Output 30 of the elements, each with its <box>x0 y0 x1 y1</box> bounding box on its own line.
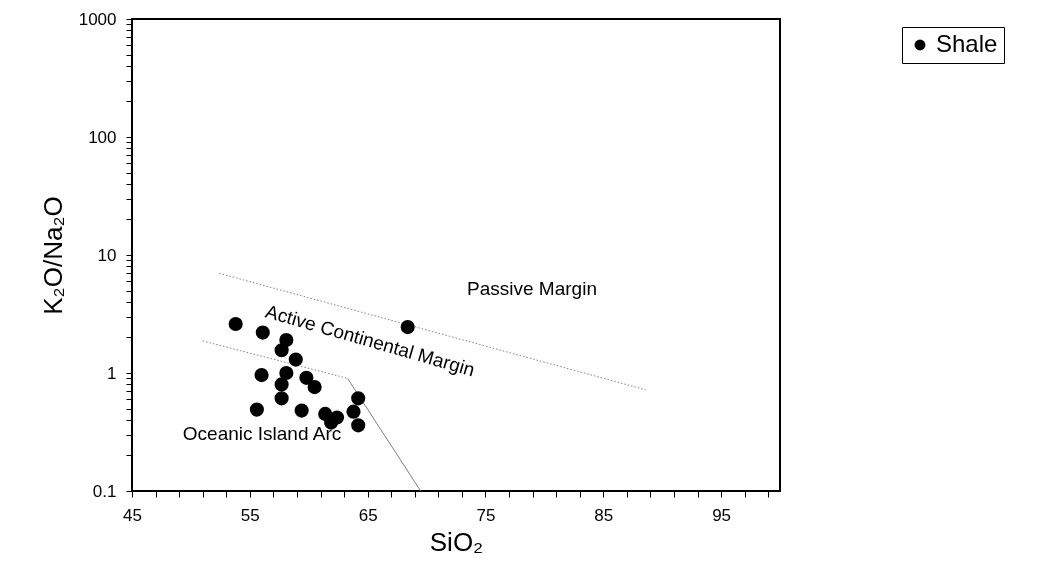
y-tick-label: 1 <box>107 363 117 383</box>
point <box>274 391 289 406</box>
y-tick-label: 10 <box>97 245 117 265</box>
legend-label: Shale <box>936 30 998 57</box>
x-tick-label: 85 <box>594 505 614 525</box>
x-axis-title: SiO₂ <box>429 526 484 557</box>
point <box>254 368 269 383</box>
point <box>249 402 264 417</box>
point <box>351 418 366 433</box>
y-tick-label: 0.1 <box>92 481 117 501</box>
y-tick-label: 1000 <box>78 9 117 29</box>
point <box>288 352 303 367</box>
x-tick-label: 65 <box>358 505 378 525</box>
point <box>274 343 289 358</box>
x-tick-label: 75 <box>476 505 496 525</box>
y-tick-label: 100 <box>88 127 117 147</box>
point <box>228 316 243 332</box>
x-tick-label: 55 <box>240 505 260 525</box>
x-tick-label: 95 <box>712 505 732 525</box>
point <box>351 391 366 406</box>
point <box>294 403 309 418</box>
point <box>346 404 361 419</box>
y-axis-title: K₂O/Na₂O <box>37 196 68 315</box>
point <box>299 370 314 385</box>
point <box>274 377 289 392</box>
point <box>307 380 322 395</box>
annotation: Passive Margin <box>467 278 597 299</box>
x-tick-label: 45 <box>123 505 142 525</box>
annotation: Oceanic Island Arc <box>182 423 342 444</box>
point <box>279 365 294 381</box>
